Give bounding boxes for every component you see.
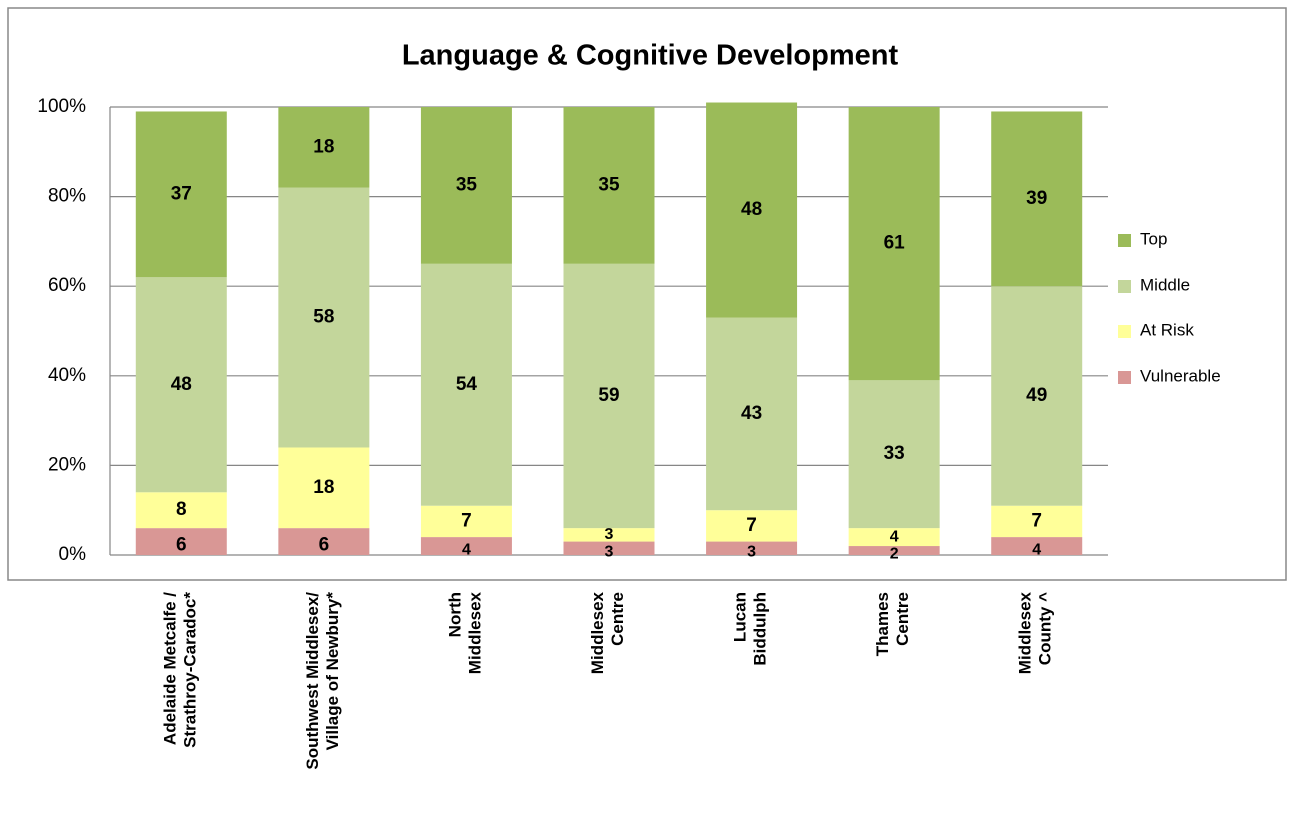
x-tick-label: NorthMiddlesex (446, 591, 485, 674)
data-label: 8 (176, 499, 187, 520)
legend-label: Top (1140, 229, 1167, 248)
data-label: 33 (884, 443, 905, 464)
y-tick-label: 0% (59, 544, 87, 565)
bar-segment (706, 317, 798, 511)
bar-segment (278, 107, 370, 188)
data-label: 54 (456, 374, 478, 395)
y-tick-label: 100% (37, 96, 86, 117)
data-label: 4 (890, 528, 899, 545)
bar-segment (706, 102, 798, 318)
bar-segment (991, 286, 1083, 506)
bar-segment (991, 505, 1083, 538)
bar-segment (420, 107, 512, 264)
bar-segment (706, 510, 798, 542)
y-tick-label: 40% (48, 365, 86, 386)
legend-label: Middle (1140, 275, 1190, 294)
legend-label: At Risk (1140, 320, 1194, 339)
data-label: 3 (747, 543, 756, 560)
data-label: 37 (171, 183, 192, 204)
bar-segment (848, 107, 940, 381)
bar-segment (991, 537, 1083, 555)
data-label: 59 (598, 385, 619, 406)
legend-swatch (1118, 280, 1131, 293)
x-tick-label: Southwest Middlesex/Village of Newbury* (303, 592, 342, 770)
data-label: 7 (461, 510, 472, 531)
bar-segment (848, 546, 940, 555)
legend-label: Vulnerable (1140, 366, 1221, 385)
bar-segment (420, 537, 512, 555)
bar-segment (420, 263, 512, 506)
y-tick-label: 20% (48, 454, 86, 475)
bar-segment (135, 492, 227, 529)
data-label: 48 (171, 374, 192, 395)
legend-swatch (1118, 371, 1131, 384)
bar-segment (563, 107, 655, 264)
data-label: 43 (741, 403, 762, 424)
bar-segment (278, 187, 370, 448)
data-label: 35 (456, 174, 478, 195)
y-tick-label: 60% (48, 275, 86, 296)
bar-segment (563, 541, 655, 555)
bar-segment (278, 447, 370, 529)
data-label: 6 (176, 535, 187, 556)
data-label: 18 (313, 136, 334, 157)
x-tick-label: MiddlesexCounty ^ (1016, 591, 1055, 674)
data-label: 48 (741, 199, 762, 220)
chart-title: Language & Cognitive Development (402, 40, 899, 72)
bar-segment (991, 111, 1083, 287)
x-tick-label: ThamesCentre (874, 592, 913, 656)
bar-segment (135, 111, 227, 278)
data-label: 4 (1032, 541, 1041, 558)
bar-segment (563, 528, 655, 542)
data-label: 7 (746, 515, 757, 536)
x-tick-label: MiddlesexCentre (588, 591, 627, 674)
bar-segment (706, 541, 798, 555)
x-tick-label: LucanBiddulph (731, 592, 770, 666)
data-label: 49 (1026, 385, 1047, 406)
bar-segment (420, 505, 512, 538)
bar-segment (848, 380, 940, 529)
data-label: 39 (1026, 188, 1047, 209)
data-label: 35 (598, 174, 620, 195)
bar-segment (135, 528, 227, 555)
legend-swatch (1118, 234, 1131, 247)
y-tick-label: 80% (48, 186, 86, 207)
legend-swatch (1118, 325, 1131, 338)
bar-segment (135, 277, 227, 493)
data-label: 4 (462, 541, 471, 558)
data-label: 2 (890, 546, 899, 563)
data-label: 6 (319, 535, 330, 556)
data-label: 58 (313, 307, 334, 328)
x-tick-label: Adelaide Metcalfe /Strathroy-Caradoc* (161, 592, 200, 748)
data-label: 61 (884, 233, 906, 254)
data-label: 3 (605, 526, 614, 543)
data-label: 7 (1031, 510, 1042, 531)
bar-segment (563, 263, 655, 529)
data-label: 3 (605, 543, 614, 560)
bar-segment (278, 528, 370, 555)
bar-segment (848, 528, 940, 547)
data-label: 18 (313, 477, 334, 498)
